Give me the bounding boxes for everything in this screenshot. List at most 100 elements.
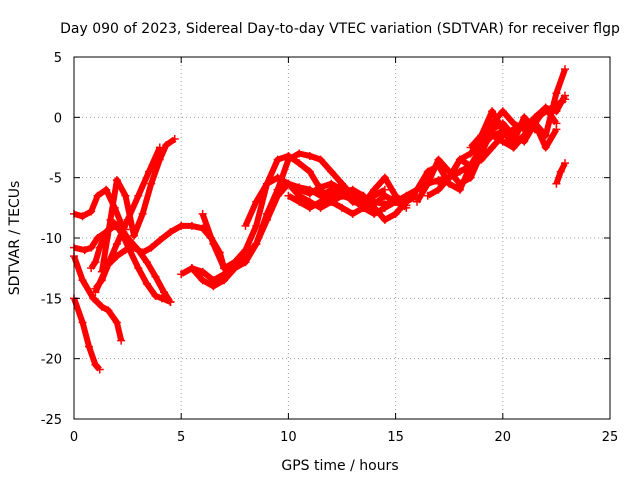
data-point-marker (145, 167, 154, 176)
data-point-marker (541, 143, 550, 152)
data-point-marker (423, 191, 432, 200)
data-point-marker (455, 167, 464, 176)
data-point-marker (157, 294, 166, 303)
series-trace-11 (199, 152, 387, 272)
data-point-marker (91, 258, 100, 267)
data-point-marker (177, 270, 186, 279)
data-point-marker (380, 215, 389, 224)
data-point-marker (530, 119, 539, 128)
data-point-marker (220, 264, 229, 273)
data-point-marker (177, 221, 186, 230)
data-point-marker (142, 279, 151, 288)
data-point-marker (209, 276, 218, 285)
data-point-marker (102, 185, 111, 194)
data-point-marker (97, 276, 106, 285)
data-point-marker (305, 203, 314, 212)
data-point-marker (121, 246, 130, 255)
data-point-marker (151, 291, 160, 300)
data-point-marker (466, 143, 475, 152)
data-point-marker (138, 209, 147, 218)
data-point-marker (477, 131, 486, 140)
data-point-marker (327, 167, 336, 176)
data-point-marker (142, 258, 151, 267)
data-point-marker (338, 188, 346, 197)
data-point-marker (87, 243, 96, 252)
data-point-marker (198, 267, 207, 276)
data-point-marker (134, 191, 143, 200)
data-point-marker (252, 240, 261, 249)
data-point-marker (187, 264, 196, 273)
x-tick-label: 25 (602, 430, 619, 445)
data-point-marker (391, 197, 400, 206)
data-point-marker (80, 246, 89, 255)
data-point-marker (273, 185, 282, 194)
data-point-marker (78, 212, 87, 221)
data-point-marker (241, 221, 250, 230)
data-point-marker (170, 135, 179, 144)
series-trace-12 (242, 174, 409, 228)
data-point-marker (488, 143, 497, 152)
y-tick-label: -20 (41, 353, 62, 368)
data-point-marker (104, 306, 113, 315)
data-point-marker (284, 191, 293, 200)
data-point-marker (95, 243, 104, 252)
data-point-marker (273, 155, 282, 164)
data-point-marker (166, 297, 175, 306)
y-tick-label: -15 (41, 292, 62, 307)
data-point-marker (305, 189, 314, 198)
data-point-marker (209, 240, 218, 249)
data-point-marker (370, 185, 379, 194)
data-point-marker (121, 191, 130, 200)
data-point-marker (305, 167, 314, 176)
data-point-marker (560, 65, 569, 74)
data-point-marker (198, 209, 207, 218)
data-point-marker (380, 203, 389, 212)
data-point-marker (455, 155, 464, 164)
data-point-marker (560, 159, 569, 168)
data-point-marker (380, 173, 389, 182)
data-point-marker (434, 179, 443, 188)
data-series (70, 65, 569, 374)
data-point-marker (445, 173, 454, 182)
data-point-marker (305, 151, 314, 160)
data-point-marker (327, 179, 336, 188)
data-point-marker (262, 209, 271, 218)
data-point-marker (380, 191, 389, 200)
data-point-marker (359, 203, 368, 212)
data-point-marker (198, 276, 207, 285)
y-tick-label: 5 (54, 51, 62, 66)
data-point-marker (316, 183, 325, 192)
data-point-marker (509, 143, 518, 152)
data-point-marker (117, 336, 126, 345)
data-point-marker (498, 137, 507, 146)
data-point-marker (241, 246, 250, 255)
data-point-marker (166, 227, 175, 236)
data-point-marker (552, 89, 561, 98)
data-point-marker (520, 113, 529, 122)
data-point-marker (488, 131, 497, 140)
data-point-marker (155, 155, 164, 164)
data-point-marker (509, 119, 518, 128)
data-point-marker (556, 167, 565, 176)
y-axis-label: SDTVAR / TECUs (7, 181, 23, 296)
y-tick-label: 0 (54, 111, 62, 126)
y-tick-label: -25 (41, 413, 62, 428)
data-point-marker (316, 197, 325, 206)
data-point-marker (78, 276, 87, 285)
data-point-marker (498, 107, 507, 116)
axis-ticks (73, 56, 611, 420)
data-point-marker (87, 207, 96, 216)
data-point-marker (488, 107, 497, 116)
data-point-marker (106, 215, 115, 224)
data-point-marker (134, 264, 143, 273)
x-axis-label: GPS time / hours (281, 458, 398, 474)
data-point-marker (520, 131, 529, 140)
data-point-marker (560, 91, 569, 100)
data-point-marker (112, 240, 121, 249)
data-point-marker (91, 360, 100, 369)
data-point-marker (147, 243, 156, 252)
data-point-marker (295, 159, 304, 168)
y-tick-label: -10 (41, 232, 62, 247)
data-point-marker (187, 221, 196, 230)
